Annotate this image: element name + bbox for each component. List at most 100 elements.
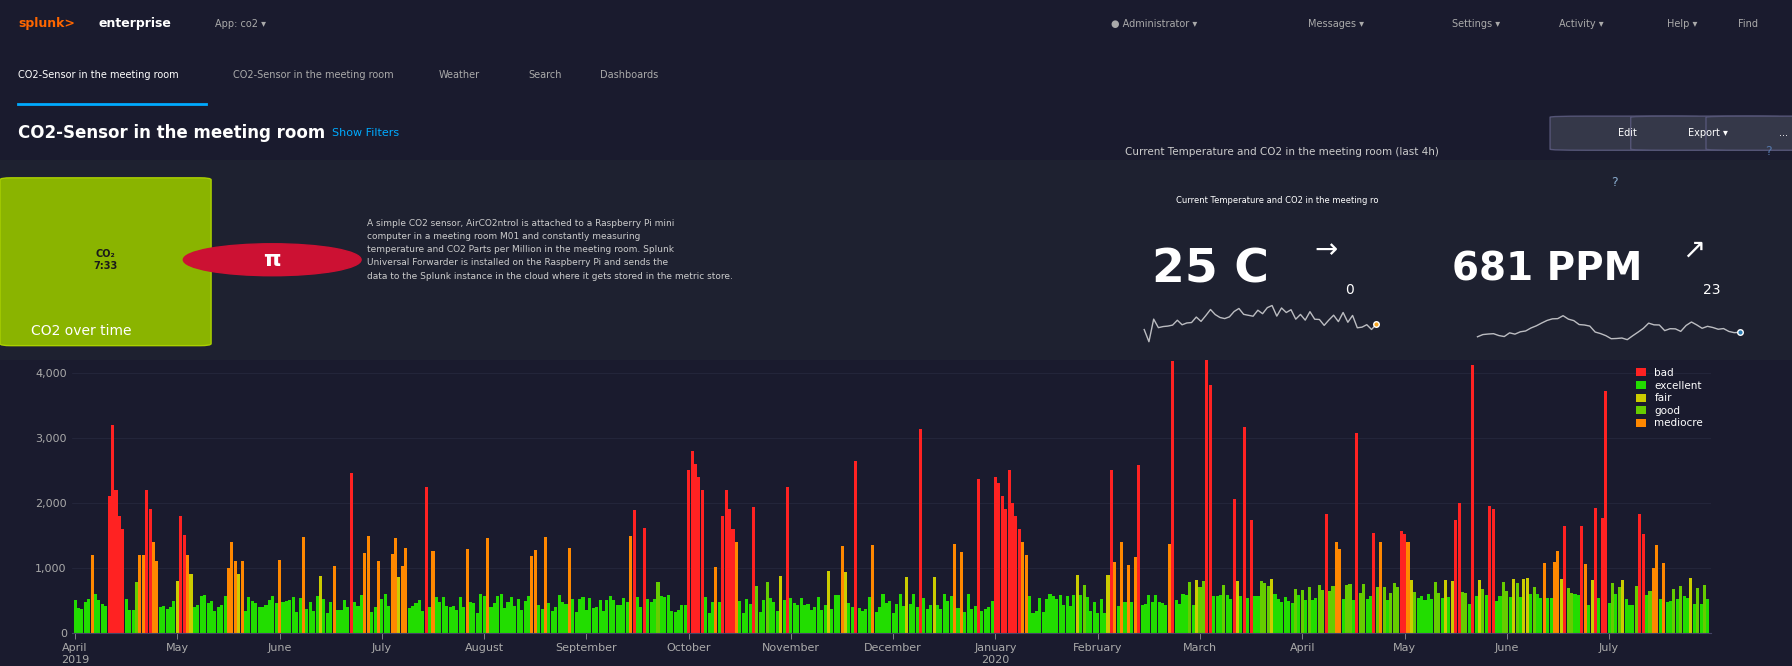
Bar xyxy=(1532,587,1536,633)
Bar xyxy=(1021,541,1025,633)
Text: ↗: ↗ xyxy=(1683,236,1706,264)
Bar xyxy=(210,601,213,633)
Text: CO₂
7:33: CO₂ 7:33 xyxy=(93,249,118,270)
Bar xyxy=(1052,596,1055,633)
Bar xyxy=(926,609,928,633)
Bar xyxy=(711,603,713,633)
Bar xyxy=(946,601,950,633)
FancyBboxPatch shape xyxy=(1706,116,1792,151)
Bar xyxy=(127,609,131,633)
Bar xyxy=(278,560,281,633)
Bar xyxy=(337,610,339,633)
Bar xyxy=(885,603,889,633)
Bar xyxy=(1253,596,1256,633)
Text: Find: Find xyxy=(1738,19,1758,29)
Bar xyxy=(244,611,247,633)
Bar xyxy=(1011,503,1014,633)
Bar xyxy=(1509,597,1512,633)
Bar xyxy=(606,600,609,633)
Bar xyxy=(108,496,111,633)
Bar xyxy=(810,609,814,633)
Bar xyxy=(1131,602,1133,633)
Bar xyxy=(538,605,539,633)
Bar xyxy=(1600,518,1604,633)
Bar xyxy=(360,595,364,633)
Bar xyxy=(943,594,946,633)
Bar xyxy=(1199,587,1202,633)
Bar xyxy=(1222,585,1226,633)
Bar xyxy=(821,609,823,633)
Bar xyxy=(1550,598,1552,633)
Bar xyxy=(199,596,202,633)
Bar xyxy=(104,605,108,633)
Bar xyxy=(520,610,523,633)
Bar xyxy=(1641,534,1645,633)
Bar xyxy=(81,609,84,633)
Bar xyxy=(561,602,564,633)
Bar xyxy=(1104,613,1106,633)
Bar xyxy=(769,598,772,633)
Bar xyxy=(704,597,708,633)
Bar xyxy=(629,536,633,633)
Text: 681 PPM: 681 PPM xyxy=(1452,250,1643,289)
Bar xyxy=(1588,605,1590,633)
Bar xyxy=(1202,581,1204,633)
Bar xyxy=(1317,585,1321,633)
Text: Search: Search xyxy=(529,69,563,80)
Bar xyxy=(1055,599,1059,633)
Bar xyxy=(441,597,444,633)
Bar xyxy=(772,602,776,633)
Bar xyxy=(312,611,315,633)
Bar xyxy=(591,607,595,633)
Text: Weather: Weather xyxy=(439,69,480,80)
Bar xyxy=(489,607,493,633)
Bar xyxy=(656,582,659,633)
Bar xyxy=(353,602,357,633)
Bar xyxy=(93,594,97,633)
Bar xyxy=(1495,601,1498,633)
Bar xyxy=(1138,465,1140,633)
Bar xyxy=(271,596,274,633)
Bar xyxy=(756,586,758,633)
Bar xyxy=(380,599,383,633)
Bar xyxy=(685,605,686,633)
Bar xyxy=(1376,587,1378,633)
Bar xyxy=(1373,533,1376,633)
Bar xyxy=(197,605,199,633)
Bar xyxy=(206,603,210,633)
Bar xyxy=(588,598,591,633)
Bar xyxy=(1331,587,1335,633)
Bar xyxy=(1244,428,1245,633)
Bar xyxy=(281,602,285,633)
Bar xyxy=(1210,385,1211,633)
Bar xyxy=(1147,595,1150,633)
Bar xyxy=(444,605,448,633)
Text: 0: 0 xyxy=(1346,282,1355,297)
Bar xyxy=(882,594,885,633)
Bar xyxy=(1516,583,1518,633)
Bar xyxy=(1627,605,1631,633)
Bar xyxy=(1233,499,1236,633)
Bar xyxy=(1634,586,1638,633)
Bar xyxy=(125,599,127,633)
Bar xyxy=(901,606,905,633)
Bar xyxy=(176,581,179,633)
Bar xyxy=(159,607,161,633)
Bar xyxy=(1546,598,1550,633)
Bar xyxy=(1229,599,1233,633)
Bar xyxy=(817,597,819,633)
Bar xyxy=(1106,575,1109,633)
Bar xyxy=(240,561,244,633)
Bar xyxy=(1025,555,1027,633)
Bar xyxy=(840,546,844,633)
Bar xyxy=(1649,591,1652,633)
Bar xyxy=(496,595,500,633)
Bar xyxy=(1093,601,1097,633)
Bar xyxy=(1679,586,1683,633)
Bar xyxy=(1324,514,1328,633)
Bar xyxy=(1584,564,1586,633)
Bar xyxy=(1059,595,1063,633)
Bar xyxy=(1444,580,1446,633)
Text: ● Administrator ▾: ● Administrator ▾ xyxy=(1111,19,1197,29)
Bar xyxy=(803,605,806,633)
